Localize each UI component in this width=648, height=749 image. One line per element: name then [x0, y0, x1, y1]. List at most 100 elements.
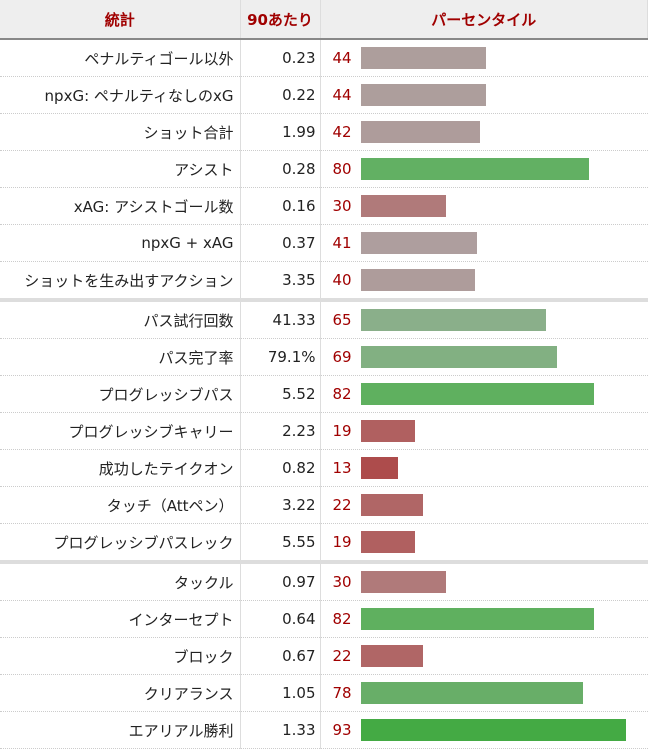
percentile-value: 78: [332, 684, 352, 702]
header-per90[interactable]: 90あたり: [240, 0, 321, 40]
per90-value: 0.67: [240, 637, 321, 675]
percentile-cell: 41: [320, 224, 648, 262]
stat-name: パス試行回数: [0, 298, 241, 339]
percentile-value: 19: [332, 422, 352, 440]
stat-name: タックル: [0, 560, 241, 601]
percentile-cell: 80: [320, 150, 648, 188]
per90-value: 5.52: [240, 375, 321, 413]
percentile-bar: [360, 121, 481, 143]
stat-name: 成功したテイクオン: [0, 449, 241, 487]
percentile-value: 69: [332, 348, 352, 366]
percentile-bar: [360, 494, 424, 516]
percentile-cell: 42: [320, 113, 648, 151]
stat-name: npxG: ペナルティなしのxG: [0, 76, 241, 114]
table-row: 成功したテイクオン 0.82 13: [0, 449, 648, 487]
per90-value: 1.99: [240, 113, 321, 151]
table-row: インターセプト 0.64 82: [0, 600, 648, 638]
percentile-cell: 69: [320, 338, 648, 376]
per90-value: 0.28: [240, 150, 321, 188]
stat-name: ショット合計: [0, 113, 241, 151]
table-row: ショットを生み出すアクション 3.35 40: [0, 261, 648, 301]
stat-name: アシスト: [0, 150, 241, 188]
percentile-value: 13: [332, 459, 352, 477]
percentile-bar: [360, 531, 415, 553]
percentile-value: 41: [332, 234, 352, 252]
percentile-value: 30: [332, 197, 352, 215]
percentile-cell: 22: [320, 486, 648, 524]
percentile-value: 19: [332, 533, 352, 551]
per90-value: 3.35: [240, 261, 321, 301]
per90-value: 0.97: [240, 560, 321, 601]
percentile-value: 40: [332, 271, 352, 289]
percentile-cell: 40: [320, 261, 648, 301]
percentile-cell: 19: [320, 523, 648, 563]
stat-name: プログレッシブキャリー: [0, 412, 241, 450]
per90-value: 0.37: [240, 224, 321, 262]
header-stat[interactable]: 統計: [0, 0, 241, 40]
per90-value: 0.82: [240, 449, 321, 487]
percentile-value: 65: [332, 311, 352, 329]
percentile-value: 82: [332, 610, 352, 628]
percentile-value: 44: [332, 49, 352, 67]
header-percentile[interactable]: パーセンタイル: [320, 0, 648, 40]
per90-value: 2.23: [240, 412, 321, 450]
percentile-bar: [360, 195, 446, 217]
table-row: ペナルティゴール以外 0.23 44: [0, 39, 648, 77]
percentile-bar: [360, 571, 446, 593]
percentile-bar: [360, 682, 583, 704]
percentile-value: 44: [332, 86, 352, 104]
stat-name: タッチ（Attペン）: [0, 486, 241, 524]
table-row: クリアランス 1.05 78: [0, 674, 648, 712]
percentile-value: 30: [332, 573, 352, 591]
percentile-value: 22: [332, 496, 352, 514]
percentile-cell: 78: [320, 674, 648, 712]
stat-name: ブロック: [0, 637, 241, 675]
table-row: タッチ（Attペン） 3.22 22: [0, 486, 648, 524]
percentile-value: 80: [332, 160, 352, 178]
table-row: ブロック 0.67 22: [0, 637, 648, 675]
percentile-bar: [360, 420, 415, 442]
percentile-value: 42: [332, 123, 352, 141]
per90-value: 79.1%: [240, 338, 321, 376]
table-row: プログレッシブパス 5.52 82: [0, 375, 648, 413]
per90-value: 41.33: [240, 298, 321, 339]
per90-value: 5.55: [240, 523, 321, 563]
table-row: xAG: アシストゴール数 0.16 30: [0, 187, 648, 225]
per90-value: 1.05: [240, 674, 321, 712]
header-row: 統計 90あたり パーセンタイル: [0, 0, 648, 40]
percentile-bar: [360, 269, 475, 291]
stat-name: インターセプト: [0, 600, 241, 638]
percentile-bar: [360, 158, 589, 180]
stat-name: クリアランス: [0, 674, 241, 712]
percentile-value: 82: [332, 385, 352, 403]
percentile-bar: [360, 719, 626, 741]
table-row: npxG + xAG 0.37 41: [0, 224, 648, 262]
percentile-cell: 44: [320, 39, 648, 77]
percentile-cell: 13: [320, 449, 648, 487]
percentile-bar: [360, 457, 398, 479]
per90-value: 0.22: [240, 76, 321, 114]
percentile-cell: 30: [320, 187, 648, 225]
stat-name: ペナルティゴール以外: [0, 39, 241, 77]
per90-value: 0.16: [240, 187, 321, 225]
per90-value: 0.64: [240, 600, 321, 638]
per90-value: 0.23: [240, 39, 321, 77]
per90-value: 3.22: [240, 486, 321, 524]
table-row: プログレッシブキャリー 2.23 19: [0, 412, 648, 450]
percentile-bar: [360, 608, 595, 630]
percentile-bar: [360, 346, 558, 368]
percentile-cell: 65: [320, 298, 648, 339]
percentile-value: 93: [332, 721, 352, 739]
stat-name: プログレッシブパス: [0, 375, 241, 413]
percentile-cell: 19: [320, 412, 648, 450]
table-row: パス完了率 79.1% 69: [0, 338, 648, 376]
percentile-cell: 30: [320, 560, 648, 601]
stat-name: npxG + xAG: [0, 224, 241, 262]
table-row: npxG: ペナルティなしのxG 0.22 44: [0, 76, 648, 114]
percentile-bar: [360, 645, 424, 667]
table-row: アシスト 0.28 80: [0, 150, 648, 188]
stat-name: ショットを生み出すアクション: [0, 261, 241, 301]
percentile-bar: [360, 309, 546, 331]
stat-name: プログレッシブパスレック: [0, 523, 241, 563]
percentile-cell: 22: [320, 637, 648, 675]
